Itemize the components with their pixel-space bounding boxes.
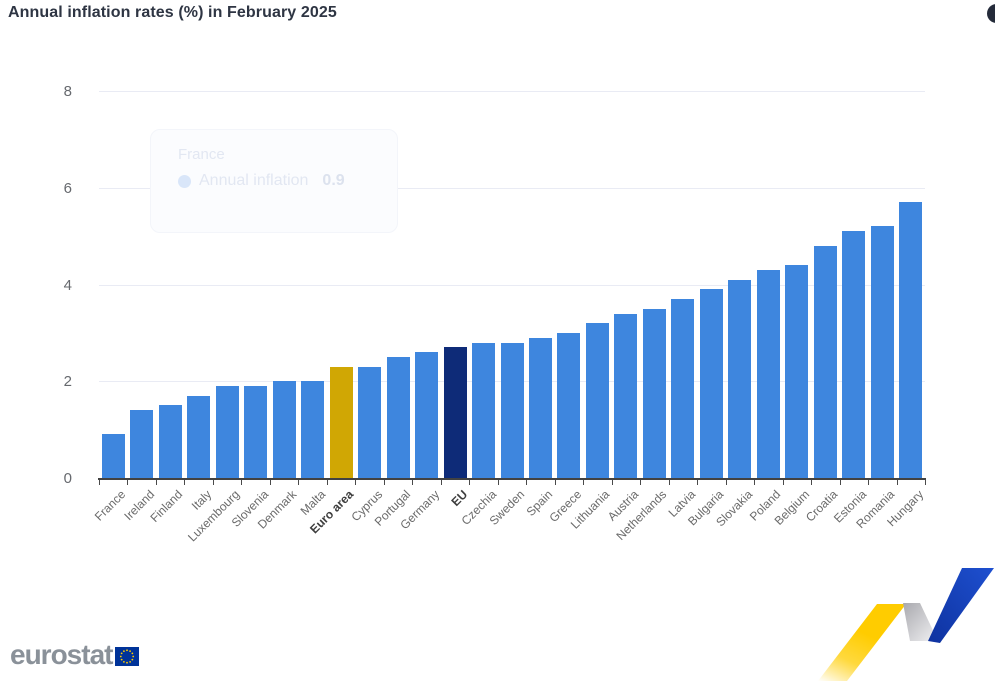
bar-germany[interactable] xyxy=(415,352,439,478)
bar-greece[interactable] xyxy=(557,332,581,478)
x-axis-tick xyxy=(440,480,442,485)
x-axis-tick xyxy=(725,480,727,485)
x-axis-tick xyxy=(868,480,870,485)
bar-lithuania[interactable] xyxy=(585,323,609,478)
y-axis-label-2: 2 xyxy=(63,373,72,391)
bar-denmark[interactable] xyxy=(272,381,296,478)
bar-spain[interactable] xyxy=(528,337,552,478)
x-axis-tick xyxy=(355,480,357,485)
series-marker-icon xyxy=(178,174,191,188)
x-axis-tick xyxy=(269,480,271,485)
bar-finland[interactable] xyxy=(158,405,182,478)
tooltip-country: France xyxy=(178,146,225,163)
x-axis-tick xyxy=(611,480,613,485)
gridline-4 xyxy=(99,284,925,286)
x-axis-tick xyxy=(583,480,585,485)
context-menu-icon[interactable] xyxy=(987,4,995,23)
x-axis-tick xyxy=(241,480,243,485)
bar-romania[interactable] xyxy=(870,226,894,478)
bar-czechia[interactable] xyxy=(472,342,496,478)
bar-hungary[interactable] xyxy=(899,202,923,478)
eurostat-logo: eurostat xyxy=(10,639,140,670)
x-axis-tick xyxy=(526,480,528,485)
x-axis-tick xyxy=(155,480,157,485)
y-axis-label-6: 6 xyxy=(63,179,72,197)
x-axis-tick xyxy=(925,480,926,485)
gridline-6 xyxy=(99,187,925,189)
bar-slovakia[interactable] xyxy=(728,279,752,478)
bar-cyprus[interactable] xyxy=(358,366,382,478)
bar-malta[interactable] xyxy=(301,381,325,478)
x-axis-tick xyxy=(99,480,100,485)
x-axis-tick xyxy=(754,480,756,485)
x-axis-tick xyxy=(184,480,186,485)
bar-euro-area[interactable] xyxy=(329,366,353,478)
x-axis-tick xyxy=(469,480,471,485)
bar-france[interactable] xyxy=(101,434,125,478)
x-axis-tick xyxy=(554,480,556,485)
bar-estonia[interactable] xyxy=(842,231,866,478)
x-axis-tick xyxy=(212,480,214,485)
x-axis-tick xyxy=(326,480,328,485)
x-axis-tick xyxy=(782,480,784,485)
y-axis-label-4: 4 xyxy=(63,276,72,294)
bar-eu[interactable] xyxy=(443,347,467,478)
eu-flag-icon xyxy=(115,647,140,666)
chart-tooltip: France Annual inflation 0.9 xyxy=(150,129,398,233)
x-axis-tick xyxy=(811,480,813,485)
x-axis-tick xyxy=(497,480,499,485)
tooltip-value: 0.9 xyxy=(322,172,345,189)
x-axis-line xyxy=(98,478,926,480)
bar-portugal[interactable] xyxy=(386,357,410,478)
bar-bulgaria[interactable] xyxy=(699,289,723,478)
gridline-8 xyxy=(99,91,925,92)
bar-sweden[interactable] xyxy=(500,342,524,478)
tooltip-series-label: Annual inflation xyxy=(199,172,309,189)
bar-ireland[interactable] xyxy=(130,410,154,478)
y-axis-label-8: 8 xyxy=(63,83,72,100)
bar-slovenia[interactable] xyxy=(244,386,268,478)
x-axis-tick xyxy=(298,480,300,485)
bar-poland[interactable] xyxy=(756,269,780,478)
bar-netherlands[interactable] xyxy=(642,308,666,478)
x-axis-tick xyxy=(383,480,385,485)
bar-austria[interactable] xyxy=(614,313,638,478)
x-axis-tick xyxy=(668,480,670,485)
x-axis-tick xyxy=(839,480,841,485)
y-axis-label-0: 0 xyxy=(63,470,72,487)
x-axis-tick xyxy=(412,480,414,485)
x-axis-tick xyxy=(896,480,898,485)
bar-belgium[interactable] xyxy=(785,265,809,478)
bar-croatia[interactable] xyxy=(813,245,837,478)
bar-luxembourg[interactable] xyxy=(215,386,239,478)
bar-italy[interactable] xyxy=(187,395,211,478)
x-axis-tick xyxy=(697,480,699,485)
bar-latvia[interactable] xyxy=(671,299,695,478)
chart-title: Annual inflation rates (%) in February 2… xyxy=(8,4,337,21)
eurostat-wordmark: eurostat xyxy=(10,639,113,670)
x-axis-tick xyxy=(127,480,129,485)
eurostat-trend-ribbon xyxy=(818,568,994,681)
x-axis-tick xyxy=(640,480,642,485)
